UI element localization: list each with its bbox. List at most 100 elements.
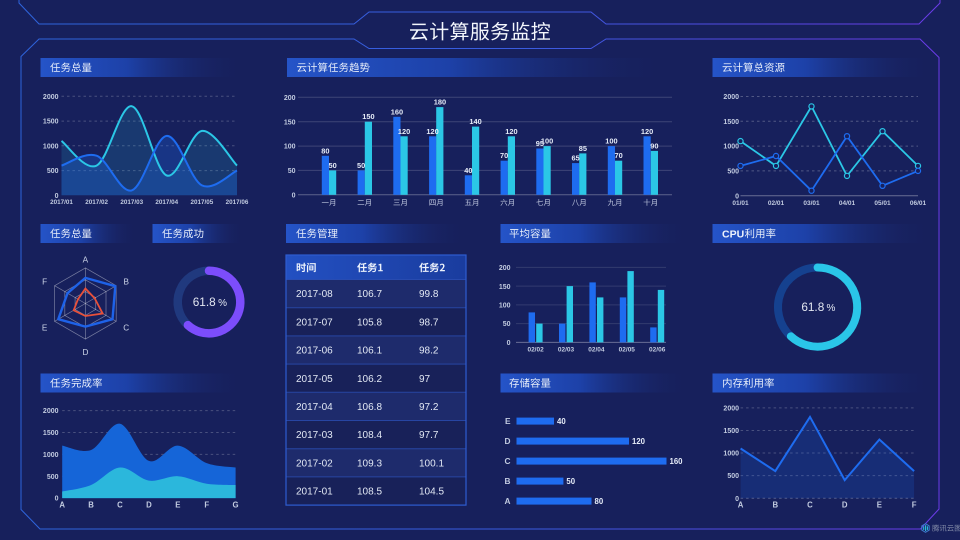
svg-text:2017/03: 2017/03	[120, 199, 143, 206]
svg-text:1500: 1500	[43, 119, 59, 126]
svg-text:2017/04: 2017/04	[155, 199, 178, 206]
svg-text:90: 90	[650, 141, 658, 150]
svg-text:02/03: 02/03	[558, 347, 575, 354]
svg-text:120: 120	[426, 127, 438, 136]
svg-text:2017-02: 2017-02	[296, 458, 333, 469]
svg-text:C: C	[807, 501, 813, 510]
svg-text:0: 0	[735, 193, 739, 200]
svg-text:70: 70	[614, 151, 622, 160]
svg-text:A: A	[738, 501, 744, 510]
svg-text:E: E	[175, 501, 180, 510]
svg-text:CPU: CPU	[722, 229, 744, 241]
svg-text:500: 500	[727, 473, 739, 480]
svg-text:97: 97	[419, 374, 431, 385]
svg-text:02/05: 02/05	[619, 347, 636, 354]
svg-text:85: 85	[579, 144, 587, 153]
svg-text:65: 65	[571, 154, 579, 163]
svg-text:0: 0	[55, 193, 59, 200]
svg-text:200: 200	[284, 95, 296, 102]
svg-text:F: F	[204, 501, 209, 510]
svg-text:500: 500	[47, 168, 59, 175]
svg-text:109.3: 109.3	[357, 458, 382, 469]
svg-text:D: D	[146, 501, 152, 510]
svg-text:F: F	[912, 501, 917, 510]
svg-text:2017/06: 2017/06	[226, 199, 249, 206]
svg-text:140: 140	[469, 117, 481, 126]
svg-text:B: B	[88, 501, 94, 510]
svg-text:2017-08: 2017-08	[296, 289, 333, 300]
svg-text:106.8: 106.8	[357, 402, 382, 413]
svg-text:D: D	[82, 348, 88, 357]
svg-text:0: 0	[292, 192, 296, 199]
svg-text:C: C	[505, 456, 511, 466]
svg-text:2000: 2000	[723, 94, 739, 101]
svg-text:2017/05: 2017/05	[191, 199, 214, 206]
svg-text:106.1: 106.1	[357, 346, 382, 357]
svg-text:2000: 2000	[723, 406, 739, 413]
svg-text:108.5: 108.5	[357, 487, 382, 498]
svg-text:50: 50	[357, 161, 365, 170]
svg-text:%: %	[218, 298, 227, 309]
svg-text:E: E	[505, 416, 511, 426]
svg-text:03/01: 03/01	[803, 200, 820, 207]
svg-text:1500: 1500	[723, 428, 739, 435]
svg-text:02/02: 02/02	[527, 347, 544, 354]
svg-text:01/01: 01/01	[732, 200, 749, 207]
svg-text:2017-05: 2017-05	[296, 374, 333, 385]
svg-text:2017-03: 2017-03	[296, 430, 333, 441]
svg-text:108.4: 108.4	[357, 430, 382, 441]
svg-text:106.2: 106.2	[357, 374, 382, 385]
svg-text:05/01: 05/01	[874, 200, 891, 207]
svg-text:500: 500	[727, 169, 739, 176]
svg-text:160: 160	[391, 107, 403, 116]
svg-text:95: 95	[536, 139, 544, 148]
svg-text:B: B	[123, 278, 129, 287]
svg-text:500: 500	[47, 474, 59, 481]
svg-text:B: B	[505, 476, 511, 486]
svg-text:1500: 1500	[43, 430, 59, 437]
svg-text:2000: 2000	[43, 408, 59, 415]
svg-text:120: 120	[641, 127, 653, 136]
svg-text:A: A	[505, 496, 511, 506]
svg-text:02/04: 02/04	[588, 347, 605, 354]
svg-text:02/06: 02/06	[649, 347, 666, 354]
svg-text:61.8: 61.8	[193, 295, 216, 309]
svg-text:100: 100	[605, 137, 617, 146]
svg-text:99.8: 99.8	[419, 289, 439, 300]
svg-text:104.5: 104.5	[419, 487, 444, 498]
svg-text:100: 100	[284, 144, 296, 151]
svg-text:100: 100	[499, 303, 511, 310]
svg-text:150: 150	[362, 112, 374, 121]
svg-text:98.7: 98.7	[419, 317, 439, 328]
svg-text:61.8: 61.8	[801, 300, 824, 314]
svg-text:2000: 2000	[43, 94, 59, 101]
svg-text:120: 120	[505, 127, 517, 136]
svg-text:02/01: 02/01	[768, 200, 785, 207]
svg-text:98.2: 98.2	[419, 346, 439, 357]
svg-text:A: A	[83, 255, 89, 264]
svg-text:97.2: 97.2	[419, 402, 439, 413]
svg-text:0: 0	[507, 340, 511, 347]
svg-text:100: 100	[541, 137, 553, 146]
svg-text:C: C	[123, 323, 129, 332]
svg-text:50: 50	[328, 161, 336, 170]
svg-text:2017-01: 2017-01	[296, 487, 333, 498]
svg-text:160: 160	[670, 457, 684, 466]
svg-text:2017-04: 2017-04	[296, 402, 333, 413]
svg-text:80: 80	[321, 146, 329, 155]
svg-text:100.1: 100.1	[419, 458, 444, 469]
svg-text:0: 0	[55, 496, 59, 503]
svg-text:1500: 1500	[723, 119, 739, 126]
svg-text:40: 40	[557, 417, 566, 426]
svg-text:2017-07: 2017-07	[296, 317, 333, 328]
svg-text:2017-06: 2017-06	[296, 346, 333, 357]
svg-text:106.7: 106.7	[357, 289, 382, 300]
svg-text:06/01: 06/01	[910, 200, 927, 207]
svg-text:A: A	[59, 501, 65, 510]
svg-text:40: 40	[464, 166, 472, 175]
svg-text:150: 150	[499, 284, 511, 291]
svg-text:200: 200	[499, 265, 511, 272]
svg-text:120: 120	[632, 437, 646, 446]
svg-text:04/01: 04/01	[839, 200, 856, 207]
svg-text:2017/02: 2017/02	[85, 199, 108, 206]
